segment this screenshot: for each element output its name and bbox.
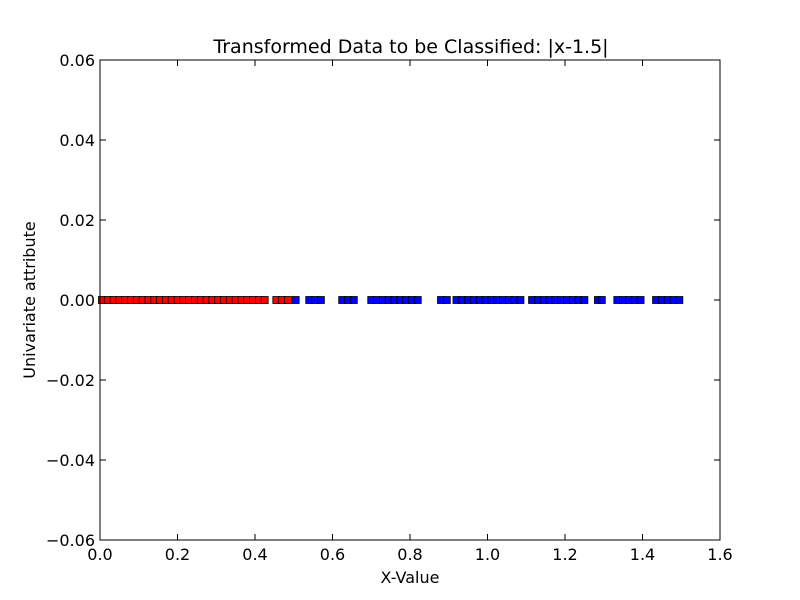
data-point xyxy=(597,296,606,304)
data-point xyxy=(284,296,292,304)
y-axis: 0.06 0.04 0.02 0.00 −0.02 −0.04 −0.06 xyxy=(46,51,720,550)
x-tick-label: 1.6 xyxy=(707,545,732,564)
data-point xyxy=(291,296,300,304)
x-tick-label: 0.0 xyxy=(87,545,112,564)
x-tick-label: 0.4 xyxy=(242,545,267,564)
x-tick-label: 0.6 xyxy=(320,545,345,564)
data-point xyxy=(413,296,422,304)
data-points xyxy=(98,296,684,304)
data-point xyxy=(349,296,358,304)
data-point xyxy=(580,296,589,304)
data-point xyxy=(636,296,645,304)
x-axis-label: X-Value xyxy=(381,568,440,587)
data-point xyxy=(260,296,269,304)
y-tick-label: 0.02 xyxy=(59,211,95,230)
data-point xyxy=(516,296,525,304)
x-axis: 0.0 0.2 0.4 0.6 0.8 1.0 1.2 1.4 1.6 xyxy=(87,60,733,564)
y-tick-label: −0.04 xyxy=(46,451,95,470)
chart-title: Transformed Data to be Classified: |x-1.… xyxy=(212,36,608,58)
data-point xyxy=(675,296,684,304)
y-tick-label: 0.04 xyxy=(59,131,95,150)
y-tick-label: 0.00 xyxy=(59,291,95,310)
plot-frame xyxy=(99,59,721,541)
data-point xyxy=(316,296,325,304)
y-tick-label: 0.06 xyxy=(59,51,95,70)
x-tick-label: 0.2 xyxy=(165,545,190,564)
x-tick-label: 1.4 xyxy=(630,545,655,564)
y-tick-label: −0.06 xyxy=(46,531,95,550)
y-tick-label: −0.02 xyxy=(46,371,95,390)
y-axis-label: Univariate attribute xyxy=(20,221,39,378)
data-point xyxy=(442,296,451,304)
x-tick-label: 1.2 xyxy=(552,545,577,564)
x-tick-label: 1.0 xyxy=(475,545,500,564)
x-tick-label: 0.8 xyxy=(397,545,422,564)
